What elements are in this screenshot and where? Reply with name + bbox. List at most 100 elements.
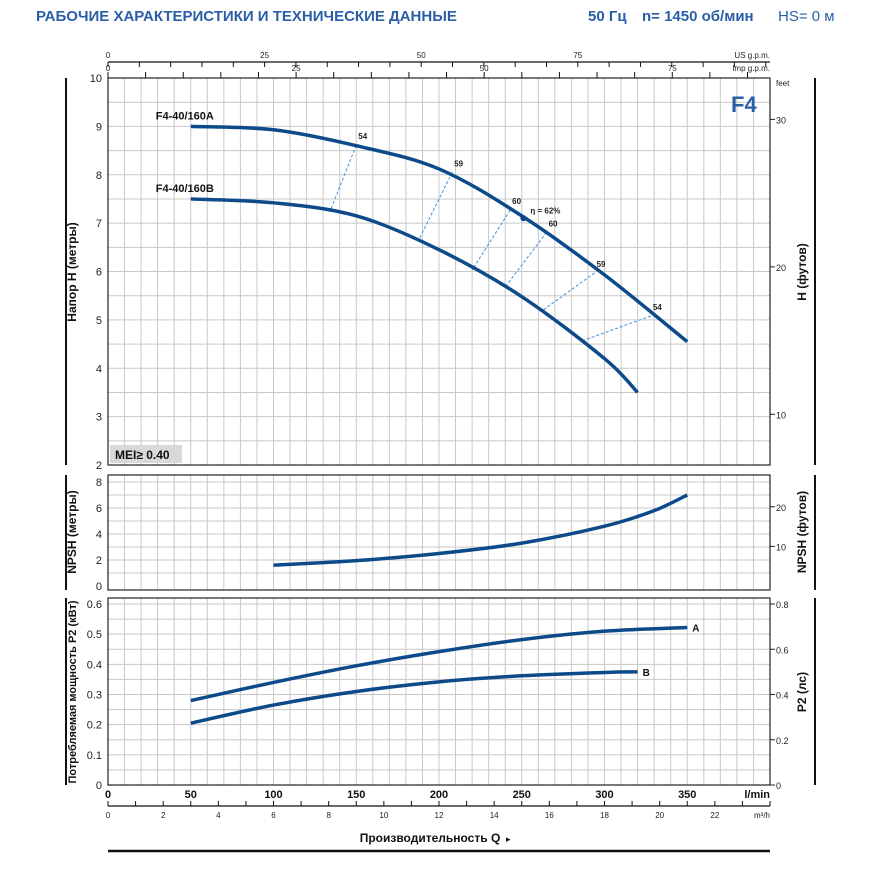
x-axis-impgpm-tick-label: 25	[292, 64, 301, 73]
y-tick-label: 0	[96, 581, 102, 593]
y-right-tick-label: 0.8	[776, 600, 789, 610]
y-tick-label: 8	[96, 170, 102, 182]
y-right-title-power: P2 (лс)	[795, 672, 809, 712]
panel-frame	[107, 474, 771, 591]
efficiency-iso-line	[471, 209, 511, 271]
x-axis-m3h-tick-label: 14	[490, 811, 499, 820]
series-label: F4-40/160A	[156, 110, 214, 122]
efficiency-iso-line	[581, 315, 652, 342]
y-tick-label: 0.1	[87, 750, 102, 762]
y-right-tick-label: 20	[776, 263, 786, 273]
x-axis-m3h-tick-label: 16	[545, 811, 554, 820]
x-axis-title: Производительность Q	[360, 831, 501, 845]
x-axis-m3h-unit: m³/h	[754, 811, 770, 820]
y-right-title-npsh: NPSH (футов)	[795, 491, 809, 573]
x-axis-m3h-tick-label: 18	[600, 811, 609, 820]
x-axis-m3h-tick-label: 10	[379, 811, 388, 820]
x-axis-impgpm-tick-label: 75	[668, 64, 677, 73]
x-axis-m3h-tick-label: 22	[710, 811, 719, 820]
best-efficiency-point	[520, 215, 527, 222]
y-tick-label: 8	[96, 477, 102, 489]
y-tick-label: 7	[96, 218, 102, 230]
y-tick-label: 0.6	[87, 599, 102, 611]
power-curve-b	[190, 670, 638, 725]
x-tick-label-lmin: 200	[430, 789, 448, 801]
y-tick-label: 9	[96, 121, 102, 133]
x-tick-label-lmin: 50	[185, 789, 197, 801]
model-badge: F4	[731, 92, 757, 117]
x-axis-usgpm-tick-label: 50	[417, 51, 426, 60]
header-frequency: 50 Гц	[588, 8, 627, 25]
y-right-tick-label: 30	[776, 115, 786, 125]
efficiency-label: 59	[454, 159, 463, 168]
y-right-tick-label: 0.6	[776, 645, 789, 655]
y-tick-label: 5	[96, 315, 102, 327]
y-tick-label: 2	[96, 555, 102, 567]
x-axis-m3h-tick-label: 2	[161, 811, 166, 820]
y-tick-label: 0.3	[87, 690, 102, 702]
x-tick-label-lmin: 350	[678, 789, 696, 801]
x-axis-m3h-tick-label: 4	[216, 811, 221, 820]
head-curve-b	[190, 197, 639, 394]
y-right-tick-label: 20	[776, 503, 786, 513]
y-right-tick-label: 10	[776, 542, 786, 552]
y-tick-label: 3	[96, 412, 102, 424]
x-tick-label-lmin: 250	[513, 789, 531, 801]
x-axis-usgpm-tick-label: 0	[106, 51, 111, 60]
x-axis-m3h-tick-label: 8	[326, 811, 331, 820]
x-tick-label-lmin: 0	[105, 789, 111, 801]
efficiency-label: 60	[512, 197, 521, 206]
x-tick-label-lmin: 150	[347, 789, 365, 801]
efficiency-iso-line	[329, 145, 357, 213]
mei-label: MEI≥ 0.40	[115, 448, 170, 462]
x-axis-usgpm-unit: US g.p.m.	[734, 51, 770, 60]
y-tick-label: 0.2	[87, 720, 102, 732]
y-axis-title-npsh: NPSH (метры)	[65, 490, 79, 574]
power-curve-a	[190, 625, 688, 703]
y-axis-title-head: Напор H (метры)	[65, 222, 79, 321]
y-right-tick-label: 0.2	[776, 736, 789, 746]
power-series-label: B	[643, 668, 650, 679]
mei-box	[110, 445, 182, 463]
npsh-curve	[273, 493, 689, 567]
header-hs: HS= 0 м	[778, 8, 835, 25]
x-axis-m3h-tick-label: 12	[435, 811, 444, 820]
series-label: F4-40/160B	[156, 183, 214, 195]
efficiency-label: 54	[358, 132, 367, 141]
x-unit-lmin: l/min	[744, 789, 770, 801]
y-tick-label: 10	[90, 73, 102, 85]
y-right-tick-label: 10	[776, 410, 786, 420]
power-series-label: A	[692, 624, 699, 635]
y-tick-label: 6	[96, 267, 102, 279]
y-right-title-head: H (футов)	[795, 243, 809, 301]
y-tick-label: 0	[96, 780, 102, 792]
head-curve-a	[190, 124, 689, 344]
x-axis-impgpm-unit: Imp g.p.m.	[732, 64, 770, 73]
efficiency-label: 59	[597, 260, 606, 269]
header-title: РАБОЧИЕ ХАРАКТЕРИСТИКИ И ТЕХНИЧЕСКИЕ ДАН…	[36, 8, 457, 25]
y-tick-label: 6	[96, 503, 102, 515]
x-axis-m3h-tick-label: 0	[106, 811, 111, 820]
panel-frame	[107, 77, 771, 466]
y-tick-label: 4	[96, 363, 102, 375]
y-axis-title-power: Потребляемая мощность P2 (кВт)	[67, 600, 79, 783]
header-speed: n= 1450 об/мин	[642, 8, 754, 25]
y-right-tick-label: 0	[776, 781, 781, 791]
efficiency-iso-line	[504, 232, 547, 288]
x-axis-usgpm-tick-label: 75	[573, 51, 582, 60]
x-axis-impgpm-tick-label: 50	[480, 64, 489, 73]
efficiency-label: 60	[549, 219, 558, 228]
panel-frame	[107, 597, 771, 786]
x-axis-m3h-tick-label: 6	[271, 811, 276, 820]
x-axis-title-arrow-icon: ▸	[506, 834, 511, 844]
y-tick-label: 0.4	[87, 659, 102, 671]
y-tick-label: 0.5	[87, 629, 102, 641]
efficiency-iso-line	[418, 172, 453, 240]
x-tick-label-lmin: 100	[264, 789, 282, 801]
y-right-tick-label: 0.4	[776, 691, 789, 701]
x-axis-usgpm-tick-label: 25	[260, 51, 269, 60]
efficiency-iso-line	[541, 272, 595, 312]
y-tick-label: 2	[96, 460, 102, 472]
efficiency-label: 54	[653, 303, 662, 312]
